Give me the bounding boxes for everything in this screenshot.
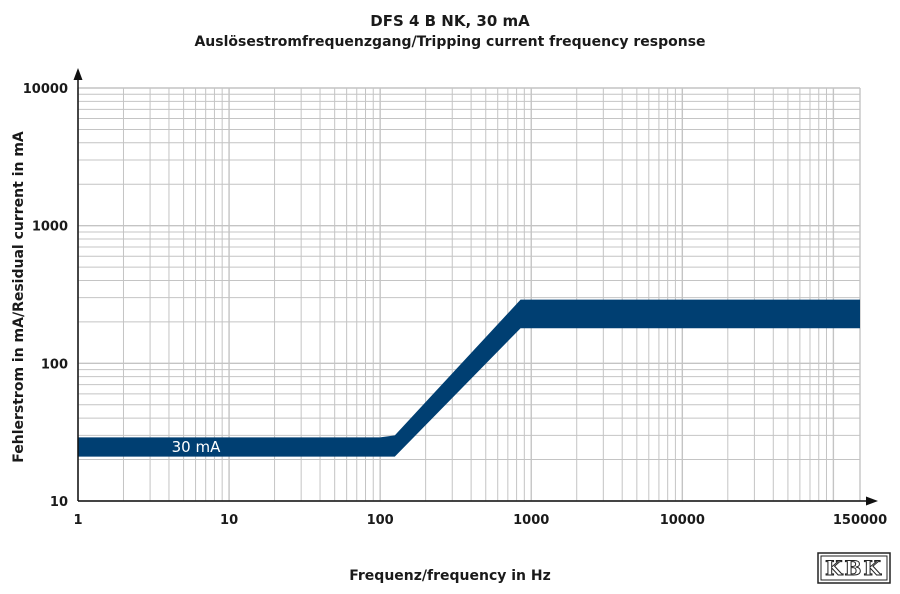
axes xyxy=(73,68,878,506)
x-tick-label: 100 xyxy=(367,513,394,528)
x-axis-arrow xyxy=(866,496,878,506)
tripping-band xyxy=(78,299,860,457)
y-axis-label: Fehlerstrom in mA/Residual current in mA xyxy=(11,131,27,463)
y-tick-label: 10000 xyxy=(23,82,68,97)
tick-labels: 1 10 100 1000 10000 150000 10 100 1000 10000 xyxy=(23,82,887,528)
x-tick-label: 10000 xyxy=(660,513,705,528)
x-tick-label: 10 xyxy=(220,513,238,528)
y-tick-label: 10 xyxy=(50,495,68,510)
chart-title: DFS 4 B NK, 30 mA xyxy=(370,12,530,30)
x-tick-label: 1000 xyxy=(513,513,549,528)
tripping-band-layer: 30 mA xyxy=(78,299,860,457)
chart-subtitle: Auslösestromfrequenzgang/Tripping curren… xyxy=(194,34,706,50)
y-tick-label: 1000 xyxy=(32,220,68,235)
x-tick-label: 1 xyxy=(73,513,82,528)
y-axis-arrow xyxy=(73,68,83,80)
y-tick-label: 100 xyxy=(41,357,68,372)
series-label: 30 mA xyxy=(172,438,221,456)
kbk-logo: KBK xyxy=(817,552,891,584)
x-tick-label: 150000 xyxy=(833,513,887,528)
svg-text:KBK: KBK xyxy=(825,556,883,580)
x-axis-label: Frequenz/frequency in Hz xyxy=(349,568,551,584)
chart-title-block: DFS 4 B NK, 30 mA Auslösestromfrequenzga… xyxy=(0,10,900,52)
